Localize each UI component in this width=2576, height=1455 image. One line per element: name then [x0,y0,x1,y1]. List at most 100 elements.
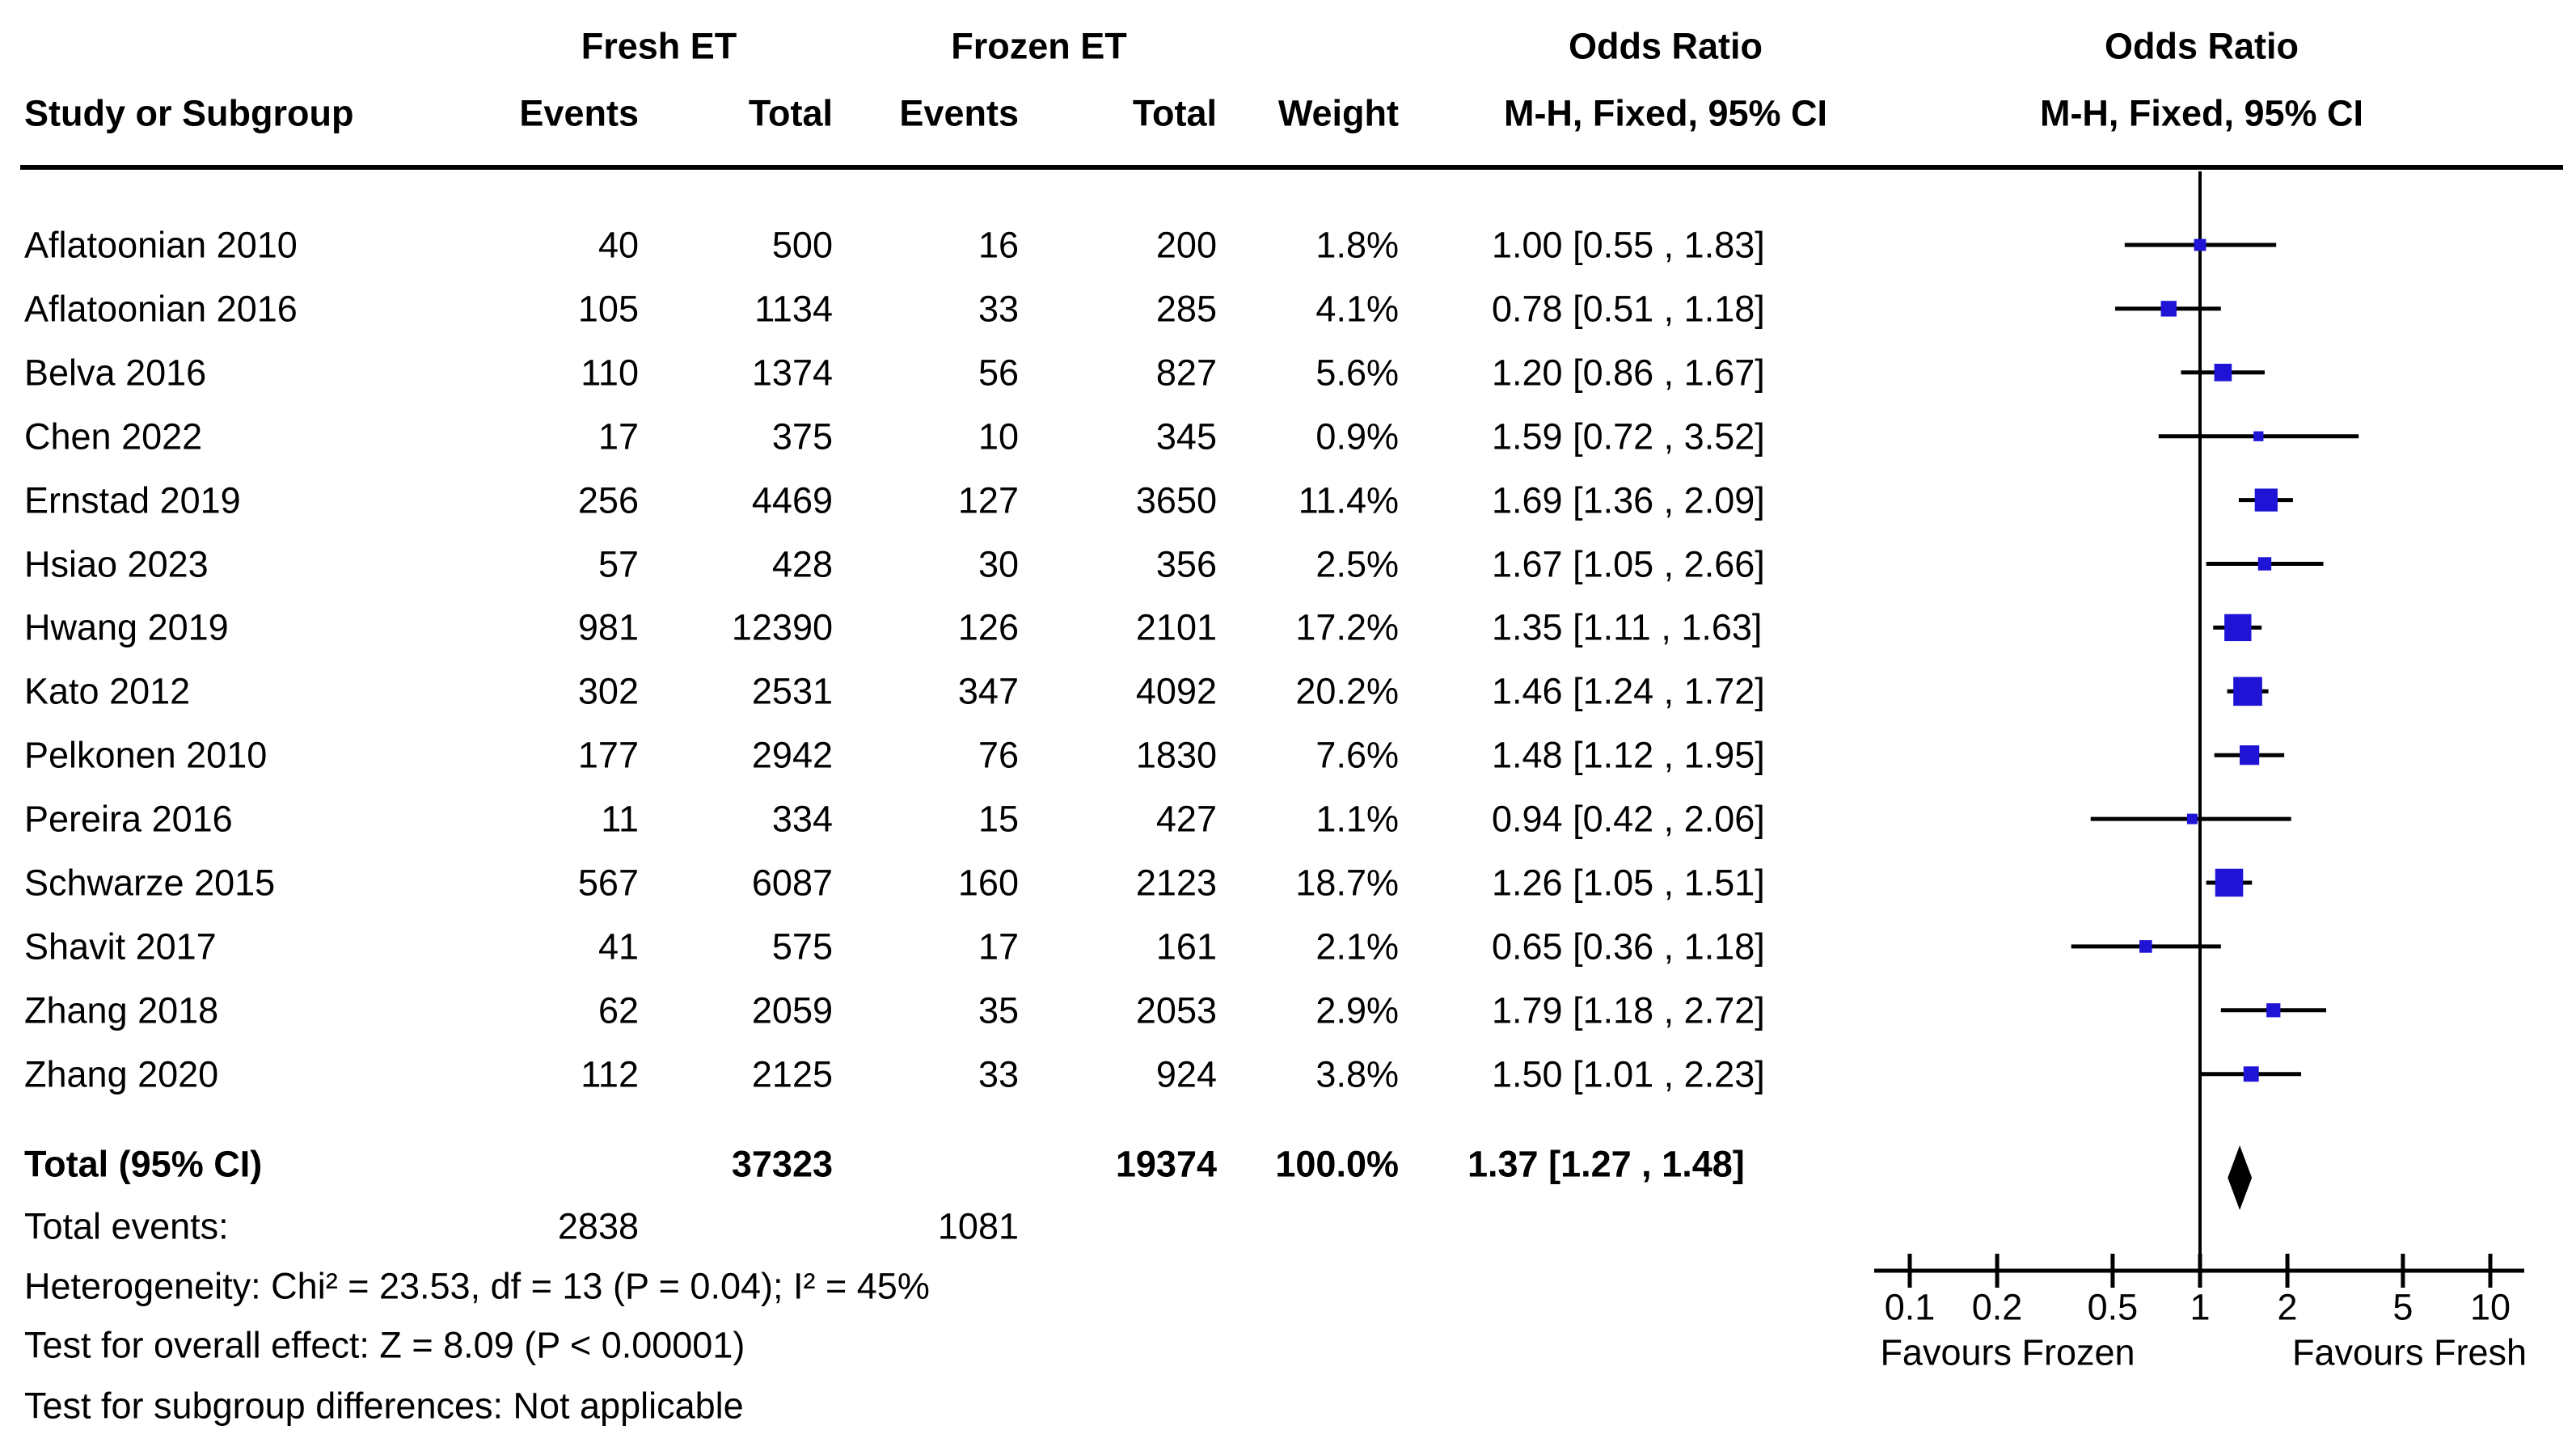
study-fresh-events: 981 [577,606,639,648]
total-row-fresh-total: 37323 [731,1143,833,1185]
favours-fresh-label: Favours Fresh [2291,1331,2527,1373]
effect-square [2160,301,2177,317]
study-frozen-total: 285 [1155,288,1217,330]
total-events-label: Total events: [24,1205,229,1247]
study-weight: 2.1% [1315,926,1399,968]
study-name: Pelkonen 2010 [24,734,268,776]
column-group-fresh-et: Fresh ET [581,25,737,67]
study-weight: 3.8% [1315,1053,1399,1095]
column-header-mh-fixed-ci-text: M-H, Fixed, 95% CI [1503,92,1828,134]
column-header-weight: Weight [1277,92,1399,134]
study-fresh-total: 375 [771,415,833,458]
column-header-fresh-events: Events [519,92,639,134]
study-fresh-events: 62 [598,989,639,1031]
study-frozen-events: 10 [978,415,1019,458]
study-fresh-events: 41 [598,926,639,968]
subgroup-difference-line: Test for subgroup differences: Not appli… [24,1385,744,1427]
column-header-fresh-total: Total [748,92,833,134]
study-frozen-total: 2123 [1135,862,1217,904]
study-fresh-total: 2531 [751,670,833,712]
study-fresh-total: 334 [771,798,833,840]
study-fresh-total: 2059 [751,989,833,1031]
study-weight: 18.7% [1295,862,1399,904]
study-odds-ratio-ci: 1.69 [1.36 , 2.09] [1492,479,1765,521]
study-frozen-total: 1830 [1135,734,1217,776]
study-frozen-total: 345 [1155,415,1217,458]
study-frozen-events: 160 [957,862,1019,904]
study-fresh-total: 575 [771,926,833,968]
column-group-frozen-et: Frozen ET [951,25,1127,67]
study-frozen-total: 2053 [1135,989,1217,1031]
study-frozen-events: 17 [978,926,1019,968]
study-fresh-events: 256 [577,479,639,521]
effect-square [2257,557,2272,571]
study-frozen-events: 76 [978,734,1019,776]
study-weight: 7.6% [1315,734,1399,776]
column-group-odds-ratio-plot: Odds Ratio [2104,25,2299,67]
study-odds-ratio-ci: 1.35 [1.11 , 1.63] [1492,606,1763,648]
study-fresh-events: 112 [581,1053,639,1095]
study-frozen-total: 2101 [1135,606,1217,648]
effect-square [2214,363,2232,382]
study-fresh-total: 1374 [751,352,833,394]
study-odds-ratio-ci: 1.48 [1.12 , 1.95] [1492,734,1765,776]
study-fresh-total: 12390 [731,606,833,648]
study-weight: 17.2% [1295,606,1399,648]
study-name: Chen 2022 [24,415,203,458]
study-odds-ratio-ci: 1.46 [1.24 , 1.72] [1492,670,1765,712]
effect-square [2253,431,2264,441]
study-fresh-events: 105 [577,288,639,330]
study-name: Aflatoonian 2010 [24,224,298,266]
study-fresh-events: 11 [601,798,639,840]
column-header-frozen-total: Total [1132,92,1217,134]
column-group-odds-ratio-text: Odds Ratio [1568,25,1763,67]
study-name: Zhang 2018 [24,989,219,1031]
total-row-odds-ratio: 1.37 [1.27 , 1.48] [1467,1143,1745,1185]
effect-square [2243,1066,2259,1082]
x-axis-tick-label: 0.1 [1884,1286,1936,1328]
study-frozen-events: 33 [978,1053,1019,1095]
effect-square [2194,238,2206,251]
study-weight: 4.1% [1315,288,1399,330]
study-frozen-events: 16 [978,224,1019,266]
study-frozen-events: 127 [957,479,1019,521]
study-odds-ratio-ci: 0.78 [0.51 , 1.18] [1492,288,1765,330]
study-weight: 11.4% [1298,479,1399,521]
study-fresh-events: 57 [598,543,639,584]
study-weight: 2.5% [1315,543,1399,584]
study-weight: 1.8% [1315,224,1399,266]
study-frozen-events: 15 [978,798,1019,840]
header-divider-rule [20,165,2563,170]
study-odds-ratio-ci: 1.67 [1.05 , 2.66] [1492,543,1765,584]
study-frozen-events: 56 [978,352,1019,394]
study-odds-ratio-ci: 1.26 [1.05 , 1.51] [1492,862,1765,904]
total-events-fresh-value: 2838 [557,1205,639,1247]
study-name: Ernstad 2019 [24,479,241,521]
study-name: Schwarze 2015 [24,862,276,904]
study-fresh-total: 500 [771,224,833,266]
column-header-study: Study or Subgroup [24,92,354,134]
study-name: Zhang 2020 [24,1053,219,1095]
effect-square [2266,1003,2281,1018]
study-weight: 0.9% [1315,415,1399,458]
study-fresh-total: 6087 [751,862,833,904]
study-odds-ratio-ci: 1.00 [0.55 , 1.83] [1492,224,1765,266]
study-odds-ratio-ci: 0.65 [0.36 , 1.18] [1492,926,1765,968]
summary-diamond [2228,1145,2253,1210]
study-fresh-events: 110 [581,352,639,394]
study-frozen-total: 200 [1155,224,1217,266]
effect-square [2233,677,2262,706]
x-axis-tick-label: 10 [2469,1286,2511,1328]
effect-square [2215,868,2244,897]
study-name: Belva 2016 [24,352,207,394]
study-fresh-events: 177 [577,734,639,776]
x-axis-tick-label: 0.2 [1971,1286,2023,1328]
study-frozen-total: 924 [1155,1053,1217,1095]
effect-square [2139,940,2152,953]
study-weight: 1.1% [1315,798,1399,840]
study-fresh-events: 302 [577,670,639,712]
study-fresh-total: 428 [771,543,833,584]
total-events-frozen-value: 1081 [937,1205,1019,1247]
x-axis-tick-label: 2 [2277,1286,2298,1328]
